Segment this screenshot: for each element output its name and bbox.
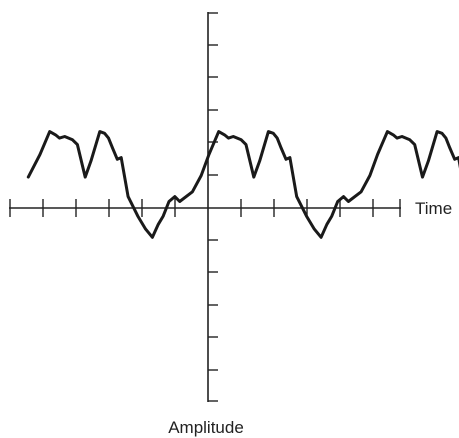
- y-axis-ticks: [208, 12, 218, 402]
- series-line-1: [26, 130, 459, 239]
- y-axis-label: Amplitude: [168, 418, 244, 437]
- x-axis-label: Time: [415, 199, 452, 218]
- x-axis-ticks: [9, 199, 401, 217]
- series-layer: [26, 130, 459, 239]
- chart-axes: [9, 12, 401, 402]
